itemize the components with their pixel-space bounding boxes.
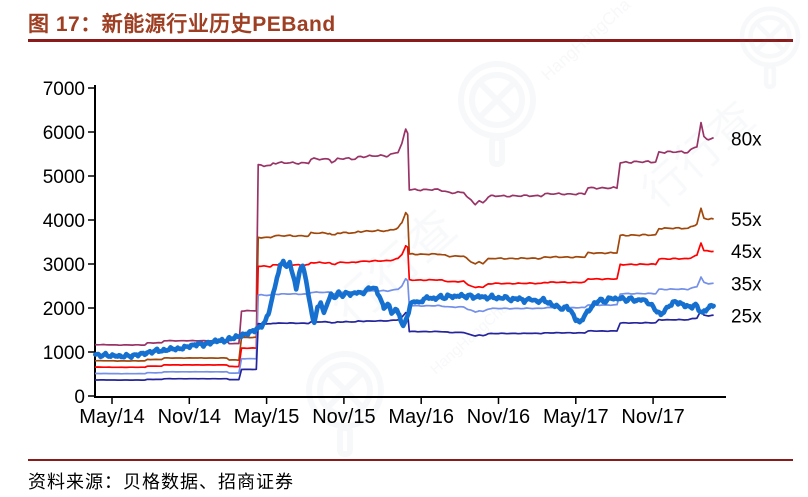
x-tick-label: May/16 bbox=[388, 406, 454, 428]
x-tick-label: May/17 bbox=[543, 406, 609, 428]
pe-band-chart: 0 1000 2000 3000 4000 5000 6000 7000 May/14 Nov/1… bbox=[43, 79, 762, 428]
source-rule bbox=[28, 459, 793, 461]
x-tick-label: Nov/16 bbox=[467, 406, 530, 428]
y-tick-label: 1000 bbox=[43, 343, 85, 364]
band-label-35x: 35x bbox=[731, 274, 762, 295]
pe-band-line-55x bbox=[94, 207, 714, 362]
figure-title: 图 17：新能源行业历史PEBand bbox=[28, 13, 336, 36]
pe-band-line-80x bbox=[94, 121, 714, 347]
x-tick-label: May/15 bbox=[234, 406, 300, 428]
band-label-45x: 45x bbox=[731, 242, 762, 263]
title-rule bbox=[28, 39, 793, 42]
y-tick-label: 7000 bbox=[43, 79, 85, 100]
band-label-55x: 55x bbox=[731, 210, 762, 231]
y-tick-label: 0 bbox=[74, 387, 85, 408]
y-tick-label: 6000 bbox=[43, 123, 85, 144]
x-tick-label: May/14 bbox=[79, 406, 145, 428]
pe-band-line-35x bbox=[95, 276, 714, 375]
index-price-line bbox=[93, 258, 716, 360]
y-tick-label: 3000 bbox=[43, 255, 85, 276]
band-label-25x: 25x bbox=[731, 306, 762, 327]
pe-band-line-25x bbox=[95, 309, 714, 381]
x-tick-label: Nov/14 bbox=[158, 406, 221, 428]
x-tick-label: Nov/17 bbox=[621, 406, 684, 428]
y-tick-label: 5000 bbox=[43, 167, 85, 188]
band-label-80x: 80x bbox=[731, 129, 762, 150]
pe-band-line-45x bbox=[94, 242, 714, 369]
x-tick-label: Nov/15 bbox=[312, 406, 375, 428]
y-tick-label: 4000 bbox=[43, 211, 85, 232]
y-tick-label: 2000 bbox=[43, 299, 85, 320]
source-text: 资料来源：贝格数据、招商证券 bbox=[28, 472, 294, 492]
